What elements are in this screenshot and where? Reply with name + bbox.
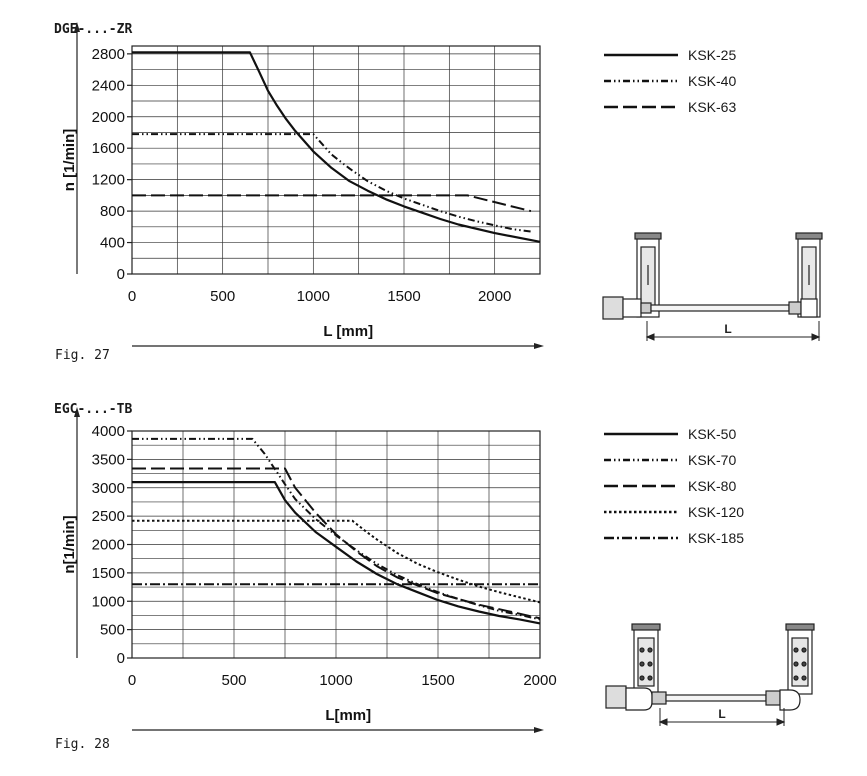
c2-y-tick-label: 0 <box>117 650 125 667</box>
c2-y-tick-label: 500 <box>100 622 125 639</box>
chart2-legend-swatch <box>604 432 678 436</box>
c2-x-axis-label: L[mm] <box>325 707 371 724</box>
chart1-legend-label: KSK-40 <box>688 73 737 89</box>
c1-y-tick-label: 1200 <box>92 172 125 189</box>
c2-x-tick-label: 0 <box>128 672 136 689</box>
c1-x-axis-label: L [mm] <box>323 323 373 340</box>
c1-grid <box>131 46 541 275</box>
c2-x-tick-label: 500 <box>221 672 246 689</box>
c2-series-ksk-70 <box>132 437 541 621</box>
c1-x-tick-label: 0 <box>128 288 136 305</box>
c2-grid <box>131 430 541 659</box>
chart2-legend-item: KSK-80 <box>604 476 736 496</box>
c1-frame <box>131 45 541 275</box>
c2-x-axis-arrowhead <box>534 727 544 733</box>
chart2-legend-swatch <box>604 484 678 488</box>
chart1-legend: KSK-25 KSK-40 KSK-63 <box>600 0 860 130</box>
c2-x-tick-label: 1500 <box>421 672 454 689</box>
c2-y-tick-label: 2500 <box>92 508 125 525</box>
c1-x-tick-label: 500 <box>210 288 235 305</box>
c2-y-axis-label: n[1/min] <box>61 515 78 573</box>
c1-y-tick-label: 1600 <box>92 140 125 157</box>
chart2-legend-item: KSK-70 <box>604 450 736 470</box>
fig28-label: Fig. 28 <box>55 737 110 752</box>
c2-y-tick-label: 4000 <box>92 423 125 440</box>
c1-y-tick-label: 2000 <box>92 109 125 126</box>
c2-y-axis-arrowhead <box>74 407 80 417</box>
chart1-legend-swatch <box>604 79 678 83</box>
chart2-legend-label: KSK-120 <box>688 504 745 520</box>
chart2-legend-item: KSK-185 <box>604 528 744 548</box>
c2-series-ksk-80 <box>132 467 541 620</box>
left-motor <box>605 685 627 709</box>
c2-y-tick-label: 1500 <box>92 565 125 582</box>
chart2-dimension-label: L <box>718 707 725 721</box>
c1-x-axis-arrowhead <box>534 343 544 349</box>
chart1-dimension-label: L <box>724 322 731 336</box>
chart2-legend-label: KSK-70 <box>688 452 737 468</box>
chart2-legend-label: KSK-80 <box>688 478 737 494</box>
chart2-legend-label: KSK-185 <box>688 530 745 546</box>
chart2-plot: 0 500 1000 1500 2000 2500 3000 3500 4000 0 500 1000… <box>61 407 557 733</box>
c2-y-tick-label: 3500 <box>92 451 125 468</box>
c1-y-axis-arrowhead <box>74 22 80 32</box>
chart1-title: DGE-...-ZR <box>54 22 133 37</box>
c1-series-ksk-63 <box>132 194 532 213</box>
c1-x-tick-label: 1500 <box>387 288 420 305</box>
c2-y-tick-label: 1000 <box>92 593 125 610</box>
c1-y-tick-label: 2800 <box>92 46 125 63</box>
c2-y-tick-label: 3000 <box>92 480 125 497</box>
c1-y-tick-label: 800 <box>100 203 125 220</box>
c2-y-tick-label: 2000 <box>92 537 125 554</box>
c1-series-ksk-25 <box>132 51 541 243</box>
c1-y-tick-label: 0 <box>117 266 125 283</box>
c1-y-axis-label: n [1/min] <box>61 129 78 192</box>
chart1-legend-item: KSK-63 <box>604 97 736 117</box>
c1-x-tick-label: 2000 <box>478 288 511 305</box>
chart1-legend-item: KSK-25 <box>604 45 736 65</box>
chart2-title: EGC-...-TB <box>54 402 133 417</box>
c2-x-tick-label: 1000 <box>319 672 352 689</box>
c1-x-tick-label: 1000 <box>297 288 330 305</box>
chart1-legend-swatch <box>604 53 678 57</box>
chart1-actuator-diagram: L <box>602 232 823 341</box>
chart2-legend-label: KSK-50 <box>688 426 737 442</box>
chart1-legend-label: KSK-25 <box>688 47 737 63</box>
chart2-legend-swatch <box>604 536 678 540</box>
connecting-shaft <box>650 304 790 312</box>
connecting-shaft <box>665 694 767 702</box>
chart1-plot: 0 400 800 1200 1600 2000 2400 2800 0 500 1000 1500 2… <box>61 22 544 349</box>
chart1-legend-item: KSK-40 <box>604 71 736 91</box>
c2-series-ksk-120 <box>132 519 541 604</box>
chart2-legend: KSK-50 KSK-70 KSK-80 KSK-120 KSK-185 <box>600 410 860 560</box>
c2-x-tick-label: 2000 <box>523 672 556 689</box>
chart2-actuator-diagram: L <box>605 623 815 726</box>
chart2-legend-swatch <box>604 458 678 462</box>
c1-y-tick-label: 400 <box>100 235 125 252</box>
chart2-legend-swatch <box>604 510 678 514</box>
c1-y-tick-label: 2400 <box>92 77 125 94</box>
c1-series-ksk-40 <box>132 133 532 233</box>
chart1-legend-label: KSK-63 <box>688 99 737 115</box>
chart1-legend-swatch <box>604 105 678 109</box>
left-motor <box>602 296 624 320</box>
chart2-legend-item: KSK-120 <box>604 502 744 522</box>
fig27-label: Fig. 27 <box>55 348 110 363</box>
chart2-legend-item: KSK-50 <box>604 424 736 444</box>
c2-series-ksk-50 <box>132 480 541 625</box>
